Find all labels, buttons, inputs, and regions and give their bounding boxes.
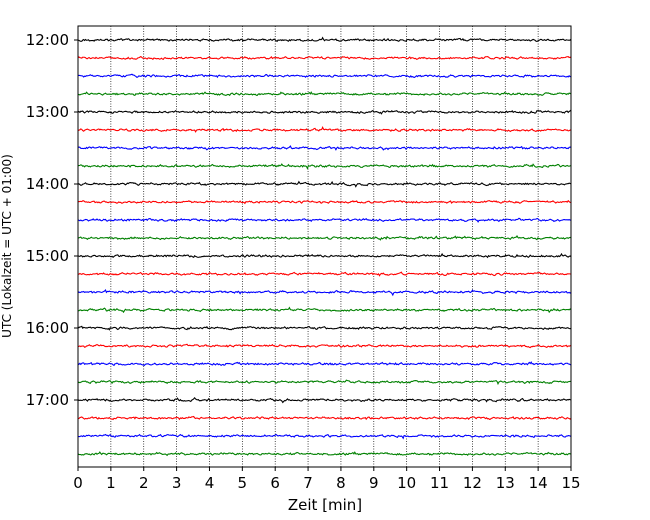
trace-line <box>77 451 572 457</box>
trace-line <box>77 180 572 188</box>
grid-lines <box>110 26 539 467</box>
x-tick-label: 5 <box>238 474 248 492</box>
x-tick-label: 15 <box>561 474 580 492</box>
trace-line <box>77 415 572 421</box>
trace-line <box>77 396 572 404</box>
y-axis-ticks: 12:00 13:00 14:00 15:00 16:00 17:00 <box>26 31 78 409</box>
trace-line <box>77 73 572 79</box>
trace-line <box>77 325 572 331</box>
trace-line <box>77 288 572 297</box>
trace-line <box>77 145 572 151</box>
y-tick-label: 13:00 <box>26 103 69 121</box>
trace-line <box>77 379 572 386</box>
trace-line <box>77 217 572 223</box>
trace-line <box>77 36 572 43</box>
x-tick-label: 13 <box>496 474 515 492</box>
x-tick-label: 0 <box>73 474 83 492</box>
trace-line <box>77 55 572 61</box>
x-tick-label: 11 <box>430 474 449 492</box>
x-tick-label: 6 <box>270 474 280 492</box>
x-axis-label: Zeit [min] <box>288 496 362 514</box>
x-tick-label: 2 <box>139 474 149 492</box>
y-axis-label: UTC (Lokalzeit = UTC + 01:00) <box>0 154 14 338</box>
trace-line <box>77 306 572 314</box>
x-tick-label: 1 <box>106 474 116 492</box>
trace-line <box>77 433 572 440</box>
trace-line <box>77 163 572 170</box>
x-tick-label: 14 <box>529 474 548 492</box>
x-tick-label: 8 <box>336 474 346 492</box>
trace-line <box>77 109 572 115</box>
x-tick-label: 4 <box>205 474 215 492</box>
trace-line <box>77 252 572 259</box>
trace-line <box>77 126 572 133</box>
y-tick-label: 14:00 <box>26 175 69 193</box>
trace-line <box>77 361 572 367</box>
trace-line <box>77 235 572 241</box>
x-tick-label: 10 <box>397 474 416 492</box>
trace-line <box>77 91 572 97</box>
x-tick-label: 7 <box>303 474 313 492</box>
y-tick-label: 12:00 <box>26 31 69 49</box>
trace-line <box>77 199 572 205</box>
trace-line <box>77 343 572 349</box>
trace-line <box>77 271 572 277</box>
x-tick-label: 3 <box>172 474 182 492</box>
plot-frame <box>77 25 572 468</box>
x-tick-label: 9 <box>369 474 379 492</box>
y-tick-label: 16:00 <box>26 319 69 337</box>
x-tick-label: 12 <box>463 474 482 492</box>
y-tick-label: 15:00 <box>26 247 69 265</box>
x-axis-ticks: 0 1 2 3 4 5 6 7 8 9 10 11 12 13 14 15 <box>73 467 581 492</box>
y-tick-label: 17:00 <box>26 391 69 409</box>
seismic-traces <box>77 36 572 457</box>
